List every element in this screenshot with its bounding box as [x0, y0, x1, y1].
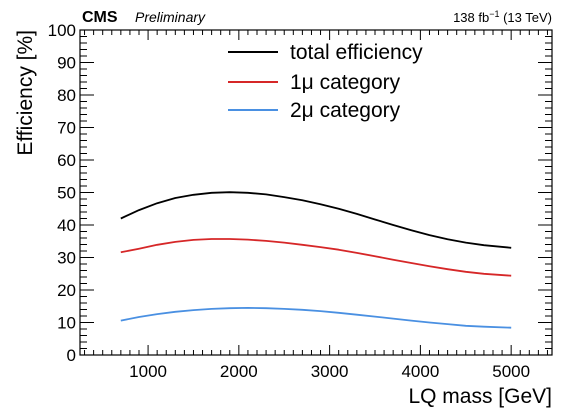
- y-tick-label: 0: [67, 346, 76, 365]
- x-axis-title: LQ mass [GeV]: [408, 385, 552, 408]
- x-tick-label: 1000: [129, 362, 167, 381]
- x-tick-label: 5000: [492, 362, 530, 381]
- series-line-1: [120, 238, 512, 277]
- legend-label-0: total efficiency: [290, 41, 423, 64]
- lumi-main: 138 fb: [453, 10, 489, 25]
- y-tick-label: 90: [57, 54, 76, 73]
- legend-label-2: 2μ category: [290, 99, 401, 122]
- y-axis-ticks: 0 10 20 30 40 50 60 70 80 90 100: [48, 21, 552, 365]
- y-tick-label: 70: [57, 119, 76, 138]
- y-tick-label: 50: [57, 184, 76, 203]
- preliminary-label: Preliminary: [135, 9, 206, 25]
- y-tick-label: 10: [57, 314, 76, 333]
- lumi-energy: (13 TeV): [499, 10, 552, 25]
- x-tick-label: 3000: [311, 362, 349, 381]
- x-axis-ticks: 1000 2000 3000 4000 5000: [84, 30, 548, 381]
- lumi-sup: −1: [489, 9, 499, 19]
- series-line-2: [120, 306, 512, 329]
- y-axis-title: Efficiency [%]: [14, 30, 37, 156]
- y-tick-label: 30: [57, 249, 76, 268]
- y-tick-label: 60: [57, 151, 76, 170]
- x-tick-label: 2000: [220, 362, 258, 381]
- legend: total efficiency 1μ category 2μ category: [228, 41, 423, 122]
- series-line-0: [120, 191, 512, 249]
- y-tick-label: 100: [48, 21, 76, 40]
- luminosity-label: 138 fb−1 (13 TeV): [453, 9, 552, 25]
- series-lines: [120, 191, 512, 329]
- y-tick-label: 80: [57, 86, 76, 105]
- y-tick-label: 20: [57, 281, 76, 300]
- cms-label: CMS: [82, 9, 118, 26]
- y-tick-label: 40: [57, 216, 76, 235]
- legend-label-1: 1μ category: [290, 71, 401, 94]
- x-tick-label: 4000: [401, 362, 439, 381]
